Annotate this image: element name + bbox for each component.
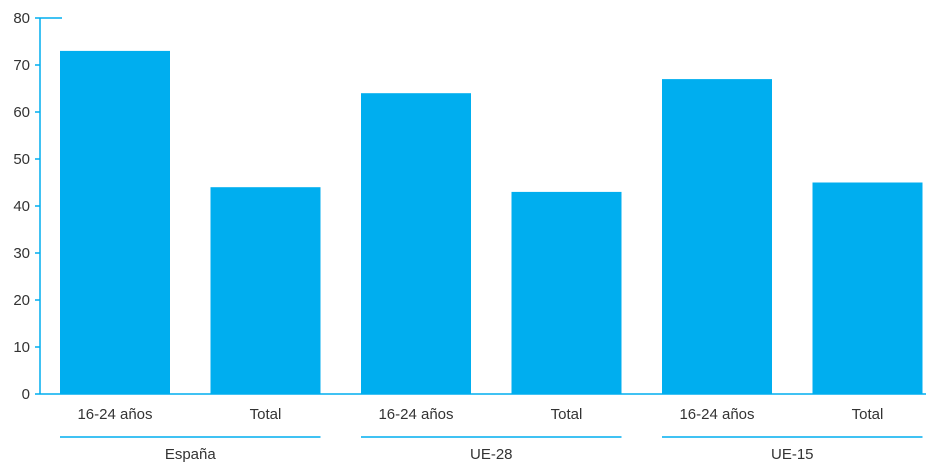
x-tick-label: 16-24 años — [679, 406, 754, 423]
y-tick-label: 10 — [13, 339, 30, 356]
y-tick-label: 60 — [13, 104, 30, 121]
y-tick-label: 80 — [13, 10, 30, 27]
y-tick-label: 20 — [13, 292, 30, 309]
group-label: UE-28 — [470, 446, 513, 463]
bar — [60, 50, 170, 395]
group-label: España — [165, 446, 217, 463]
axes: 0 10 20 30 40 50 60 70 80 — [13, 10, 926, 403]
labels: 16-24 años Total 16-24 años Total 16-24 años… — [60, 406, 923, 463]
y-tick-label: 50 — [13, 151, 30, 168]
bar — [511, 191, 622, 394]
bar — [361, 93, 471, 394]
group-label: UE-15 — [771, 446, 814, 463]
x-tick-label: Total — [250, 406, 282, 423]
x-tick-label: 16-24 años — [77, 406, 152, 423]
y-tick-label: 40 — [13, 198, 30, 215]
bar — [662, 79, 772, 394]
bar — [812, 182, 923, 394]
y-tick-label: 70 — [13, 57, 30, 74]
x-tick-label: Total — [852, 406, 884, 423]
y-tick-label: 30 — [13, 245, 30, 262]
x-tick-label: Total — [551, 406, 583, 423]
bar — [210, 187, 321, 394]
y-tick-label: 0 — [22, 386, 30, 403]
x-tick-label: 16-24 años — [378, 406, 453, 423]
bars — [60, 50, 923, 395]
